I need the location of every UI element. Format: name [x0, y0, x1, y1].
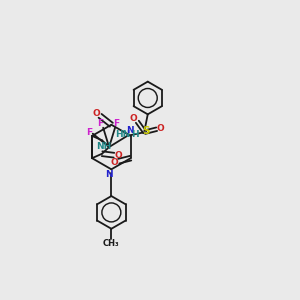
- Text: H: H: [131, 130, 139, 139]
- Text: F: F: [97, 119, 103, 128]
- Text: O: O: [92, 109, 100, 118]
- Text: O: O: [111, 158, 119, 166]
- Text: S: S: [142, 126, 149, 136]
- Text: NH: NH: [96, 142, 111, 151]
- Text: O: O: [115, 151, 122, 160]
- Text: O: O: [130, 114, 138, 123]
- Text: N: N: [126, 127, 134, 136]
- Text: CH₃: CH₃: [103, 239, 120, 248]
- Text: F: F: [86, 128, 92, 137]
- Text: O: O: [157, 124, 165, 133]
- Text: N: N: [105, 170, 113, 179]
- Text: F: F: [113, 119, 120, 128]
- Text: HN: HN: [116, 130, 131, 140]
